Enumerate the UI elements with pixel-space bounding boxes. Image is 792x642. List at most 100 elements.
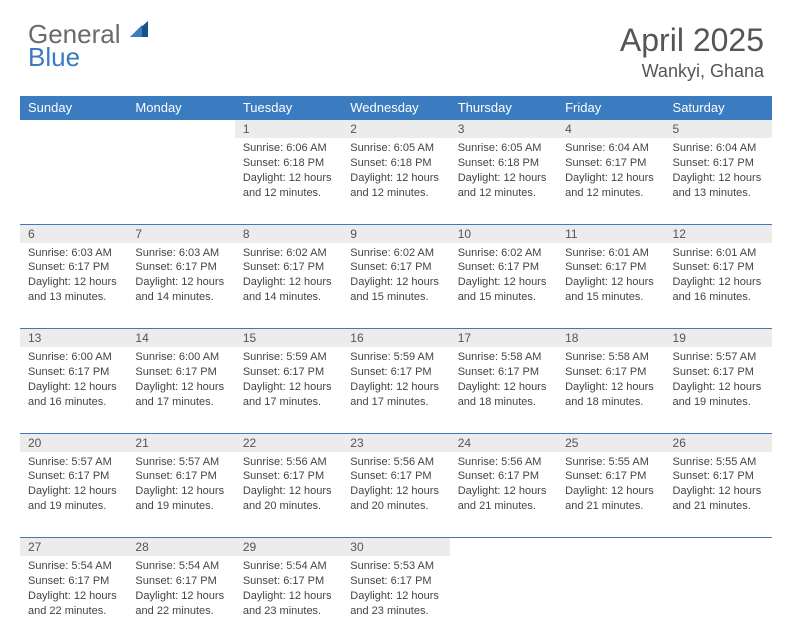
sunset-line: Sunset: 6:17 PM — [28, 260, 119, 275]
sunrise-line: Sunrise: 5:58 AM — [565, 350, 656, 365]
sunset-line: Sunset: 6:18 PM — [458, 156, 549, 171]
sunset-line: Sunset: 6:17 PM — [350, 260, 441, 275]
day-content-cell: Sunrise: 6:01 AMSunset: 6:17 PMDaylight:… — [557, 243, 664, 329]
daynum-row: 20212223242526 — [20, 433, 772, 452]
daylight-line: Daylight: 12 hours and 15 minutes. — [458, 275, 549, 305]
daylight-line: Daylight: 12 hours and 16 minutes. — [673, 275, 764, 305]
day-number-cell: 7 — [127, 224, 234, 243]
day-number-cell: 22 — [235, 433, 342, 452]
day-number-cell: 2 — [342, 120, 449, 139]
daylight-line: Daylight: 12 hours and 17 minutes. — [350, 380, 441, 410]
daylight-line: Daylight: 12 hours and 18 minutes. — [565, 380, 656, 410]
daylight-line: Daylight: 12 hours and 15 minutes. — [350, 275, 441, 305]
daylight-line: Daylight: 12 hours and 14 minutes. — [135, 275, 226, 305]
daylight-line: Daylight: 12 hours and 16 minutes. — [28, 380, 119, 410]
sunrise-line: Sunrise: 6:02 AM — [458, 246, 549, 261]
daylight-line: Daylight: 12 hours and 12 minutes. — [243, 171, 334, 201]
day-content-cell: Sunrise: 5:58 AMSunset: 6:17 PMDaylight:… — [557, 347, 664, 433]
sunset-line: Sunset: 6:17 PM — [565, 156, 656, 171]
daynum-row: 13141516171819 — [20, 329, 772, 348]
location-label: Wankyi, Ghana — [620, 61, 764, 82]
day-content-cell — [127, 138, 234, 224]
day-content-cell — [450, 556, 557, 642]
sunset-line: Sunset: 6:17 PM — [673, 260, 764, 275]
sunrise-line: Sunrise: 5:54 AM — [243, 559, 334, 574]
day-number-cell: 28 — [127, 538, 234, 557]
day-number-cell — [450, 538, 557, 557]
daylight-line: Daylight: 12 hours and 12 minutes. — [565, 171, 656, 201]
sunset-line: Sunset: 6:17 PM — [28, 469, 119, 484]
sunrise-line: Sunrise: 5:55 AM — [673, 455, 764, 470]
sunset-line: Sunset: 6:17 PM — [458, 260, 549, 275]
day-content-cell: Sunrise: 6:02 AMSunset: 6:17 PMDaylight:… — [235, 243, 342, 329]
day-content-cell: Sunrise: 6:02 AMSunset: 6:17 PMDaylight:… — [342, 243, 449, 329]
day-number-cell: 10 — [450, 224, 557, 243]
weekday-header: Wednesday — [342, 96, 449, 120]
day-content-cell — [20, 138, 127, 224]
day-number-cell: 19 — [665, 329, 772, 348]
daylight-line: Daylight: 12 hours and 21 minutes. — [673, 484, 764, 514]
sunset-line: Sunset: 6:17 PM — [673, 469, 764, 484]
day-content-cell: Sunrise: 5:53 AMSunset: 6:17 PMDaylight:… — [342, 556, 449, 642]
day-number-cell: 8 — [235, 224, 342, 243]
day-content-cell: Sunrise: 6:00 AMSunset: 6:17 PMDaylight:… — [20, 347, 127, 433]
brand-logo: General Blue — [28, 22, 152, 69]
sunset-line: Sunset: 6:17 PM — [565, 469, 656, 484]
sunrise-line: Sunrise: 5:56 AM — [350, 455, 441, 470]
day-content-cell — [557, 556, 664, 642]
weekday-header: Tuesday — [235, 96, 342, 120]
daylight-line: Daylight: 12 hours and 12 minutes. — [350, 171, 441, 201]
sunset-line: Sunset: 6:17 PM — [243, 260, 334, 275]
day-number-cell — [127, 120, 234, 139]
sunrise-line: Sunrise: 6:06 AM — [243, 141, 334, 156]
day-content-cell: Sunrise: 5:54 AMSunset: 6:17 PMDaylight:… — [127, 556, 234, 642]
weekday-header: Thursday — [450, 96, 557, 120]
weekday-header: Sunday — [20, 96, 127, 120]
sunrise-line: Sunrise: 5:56 AM — [243, 455, 334, 470]
day-content-cell: Sunrise: 5:57 AMSunset: 6:17 PMDaylight:… — [665, 347, 772, 433]
sunrise-line: Sunrise: 5:54 AM — [135, 559, 226, 574]
daylight-line: Daylight: 12 hours and 23 minutes. — [243, 589, 334, 619]
sunset-line: Sunset: 6:17 PM — [350, 365, 441, 380]
sunset-line: Sunset: 6:17 PM — [350, 574, 441, 589]
day-content-cell: Sunrise: 5:54 AMSunset: 6:17 PMDaylight:… — [235, 556, 342, 642]
day-content-cell: Sunrise: 5:56 AMSunset: 6:17 PMDaylight:… — [342, 452, 449, 538]
daylight-line: Daylight: 12 hours and 15 minutes. — [565, 275, 656, 305]
day-number-cell: 16 — [342, 329, 449, 348]
day-number-cell: 5 — [665, 120, 772, 139]
daylight-line: Daylight: 12 hours and 18 minutes. — [458, 380, 549, 410]
daylight-line: Daylight: 12 hours and 14 minutes. — [243, 275, 334, 305]
daylight-line: Daylight: 12 hours and 17 minutes. — [135, 380, 226, 410]
day-number-cell: 20 — [20, 433, 127, 452]
sunset-line: Sunset: 6:17 PM — [458, 365, 549, 380]
sunrise-line: Sunrise: 6:00 AM — [28, 350, 119, 365]
sunrise-line: Sunrise: 6:03 AM — [28, 246, 119, 261]
sunrise-line: Sunrise: 5:59 AM — [350, 350, 441, 365]
sunrise-line: Sunrise: 5:55 AM — [565, 455, 656, 470]
sunrise-line: Sunrise: 6:05 AM — [458, 141, 549, 156]
sunrise-line: Sunrise: 6:04 AM — [673, 141, 764, 156]
sunrise-line: Sunrise: 5:58 AM — [458, 350, 549, 365]
day-content-cell: Sunrise: 6:06 AMSunset: 6:18 PMDaylight:… — [235, 138, 342, 224]
sunset-line: Sunset: 6:17 PM — [565, 260, 656, 275]
sunset-line: Sunset: 6:17 PM — [673, 156, 764, 171]
sunset-line: Sunset: 6:17 PM — [243, 469, 334, 484]
day-number-cell: 30 — [342, 538, 449, 557]
day-content-cell: Sunrise: 5:56 AMSunset: 6:17 PMDaylight:… — [450, 452, 557, 538]
sunrise-line: Sunrise: 6:02 AM — [243, 246, 334, 261]
day-number-cell — [557, 538, 664, 557]
logo-sail-icon — [130, 19, 152, 39]
daylight-line: Daylight: 12 hours and 13 minutes. — [673, 171, 764, 201]
sunset-line: Sunset: 6:17 PM — [135, 365, 226, 380]
daylight-line: Daylight: 12 hours and 12 minutes. — [458, 171, 549, 201]
sunrise-line: Sunrise: 5:59 AM — [243, 350, 334, 365]
weekday-header-row: Sunday Monday Tuesday Wednesday Thursday… — [20, 96, 772, 120]
day-content-cell: Sunrise: 5:55 AMSunset: 6:17 PMDaylight:… — [665, 452, 772, 538]
day-number-cell: 4 — [557, 120, 664, 139]
daynum-row: 12345 — [20, 120, 772, 139]
weekday-header: Monday — [127, 96, 234, 120]
day-number-cell: 18 — [557, 329, 664, 348]
sunset-line: Sunset: 6:17 PM — [565, 365, 656, 380]
daynum-row: 27282930 — [20, 538, 772, 557]
sunrise-line: Sunrise: 6:04 AM — [565, 141, 656, 156]
